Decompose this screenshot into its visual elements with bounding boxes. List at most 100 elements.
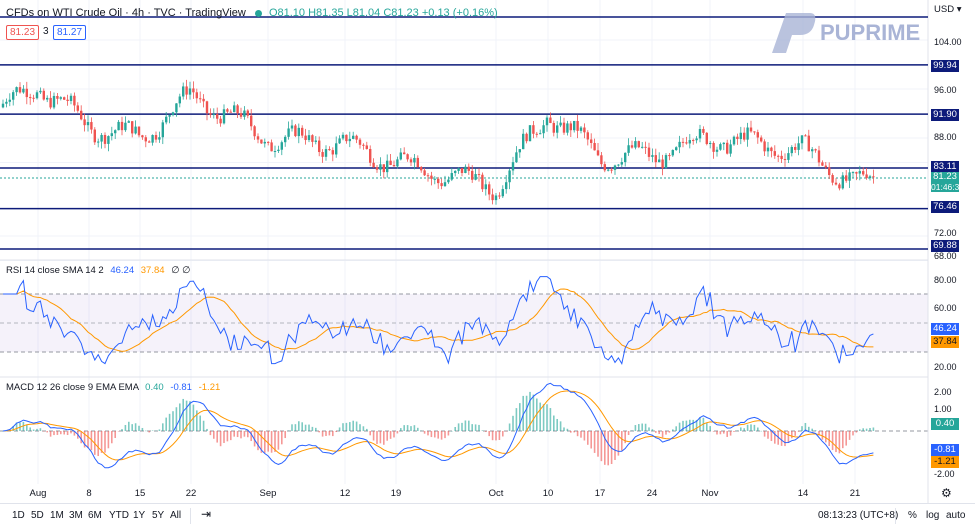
candle-body [811, 149, 814, 152]
macd-hist-bar [349, 422, 351, 431]
log-toggle[interactable]: log [926, 510, 940, 521]
macd-hist-bar [151, 430, 154, 431]
candle-body [202, 98, 205, 102]
candle-body [661, 159, 664, 169]
settings-gear-icon[interactable]: ⚙ [941, 486, 952, 500]
candle-body [848, 172, 851, 181]
candle-body [780, 155, 783, 160]
candle-body [18, 87, 22, 93]
candle-body [583, 127, 586, 133]
candle-body [603, 164, 606, 171]
candle-body [705, 132, 708, 145]
candle-body [131, 121, 134, 134]
candle-body [1, 103, 5, 108]
sell-price-box[interactable]: 81.23 [6, 25, 40, 40]
candle-body [593, 142, 596, 151]
candle-body [144, 137, 147, 142]
symbol-title[interactable]: CFDs on WTI Crude Oil · 4h · TVC · Tradi… [6, 7, 246, 19]
candle-body [250, 115, 253, 127]
macd-hist-bar [848, 431, 851, 440]
date-range-icon[interactable]: ⇥ [201, 507, 212, 521]
candle-body [154, 135, 158, 140]
candle-body [743, 132, 746, 140]
percent-toggle[interactable]: % [908, 510, 917, 521]
candle-body [617, 164, 620, 166]
candle-body [236, 105, 239, 114]
candle-body [457, 168, 460, 171]
macd-hist-bar [835, 431, 837, 453]
rsi-sma-label: 37.84 [931, 336, 959, 348]
macd-hist-bar [474, 424, 477, 431]
macd-hist-bar [440, 431, 443, 440]
macd-hist-bar [60, 431, 62, 435]
macd-hist-bar [291, 424, 293, 431]
macd-hist-bar [413, 425, 416, 431]
macd-hist-bar [148, 431, 150, 433]
candle-body [63, 97, 66, 100]
candle-body [239, 113, 243, 117]
macd-hist-bar [165, 417, 167, 431]
time-tick: 22 [185, 488, 197, 499]
macd-hist-bar [794, 431, 796, 436]
macd-hist-bar [498, 431, 501, 440]
timeframe-ytd[interactable]: YTD [109, 510, 129, 521]
macd-hist-bar [83, 431, 86, 448]
macd-hist-bar [70, 431, 72, 434]
level-label: 69.88 [931, 240, 959, 252]
candle-body [722, 142, 725, 145]
macd-hist-bar [206, 428, 208, 431]
rsi-tick: 20.00 [934, 362, 957, 372]
svg-text:PUPRIME: PUPRIME [820, 20, 920, 45]
macd-hist-bar [539, 402, 541, 431]
candle-body [746, 127, 749, 140]
time-tick: 24 [646, 488, 658, 499]
macd-hist-bar [420, 430, 422, 432]
candle-body [678, 141, 681, 148]
candle-body [528, 125, 532, 142]
macd-hist-bar [410, 426, 412, 431]
macd-hist-bar [808, 426, 810, 431]
macd-hist-bar [80, 431, 82, 444]
macd-hist-bar [451, 430, 453, 432]
currency-selector[interactable]: USD ▾ [934, 4, 962, 15]
macd-hist-bar [682, 420, 684, 431]
macd-hist-bar [447, 431, 450, 436]
timeframe-5y[interactable]: 5Y [152, 510, 165, 521]
macd-hist-bar [26, 424, 28, 431]
macd-legend[interactable]: MACD 12 26 close 9 EMA EMA 0.40 -0.81 -1… [6, 382, 221, 393]
timeframe-6m[interactable]: 6M [88, 510, 102, 521]
candle-body [685, 142, 688, 144]
time-tick: Nov [701, 488, 719, 499]
timeframe-1m[interactable]: 1M [50, 510, 64, 521]
auto-toggle[interactable]: auto [946, 510, 966, 521]
candle-body [192, 88, 195, 93]
clock-timezone[interactable]: 08:13:23 (UTC+8) [818, 510, 899, 521]
rsi-legend[interactable]: RSI 14 close SMA 14 2 46.24 37.84 ∅ ∅ [6, 265, 191, 276]
macd-hist-bar [444, 431, 446, 439]
macd-hist-bar [515, 408, 518, 431]
candle-body [352, 135, 355, 139]
macd-tick: 2.00 [934, 387, 952, 397]
price-tick: 88.00 [934, 132, 957, 142]
candle-body [872, 176, 875, 178]
time-tick: Aug [29, 488, 47, 499]
timeframe-1d[interactable]: 1D [12, 510, 25, 521]
candle-body [440, 183, 443, 187]
macd-hist-bar [600, 431, 603, 462]
candle-body [188, 88, 192, 95]
macd-hist-bar [335, 431, 337, 433]
timeframe-3m[interactable]: 3M [69, 510, 83, 521]
timeframe-all[interactable]: All [170, 510, 182, 521]
candle-body [314, 140, 317, 142]
timeframe-5d[interactable]: 5D [31, 510, 44, 521]
buy-price-box[interactable]: 81.27 [53, 25, 87, 40]
macd-hist-bar [617, 431, 620, 456]
candle-body [86, 122, 90, 126]
macd-hist-bar [556, 418, 558, 431]
macd-hist-bar [294, 424, 297, 431]
timeframe-1y[interactable]: 1Y [133, 510, 146, 521]
level-label: 91.90 [931, 109, 959, 121]
macd-hist-bar [196, 410, 198, 431]
macd-hist-bar [233, 431, 235, 437]
